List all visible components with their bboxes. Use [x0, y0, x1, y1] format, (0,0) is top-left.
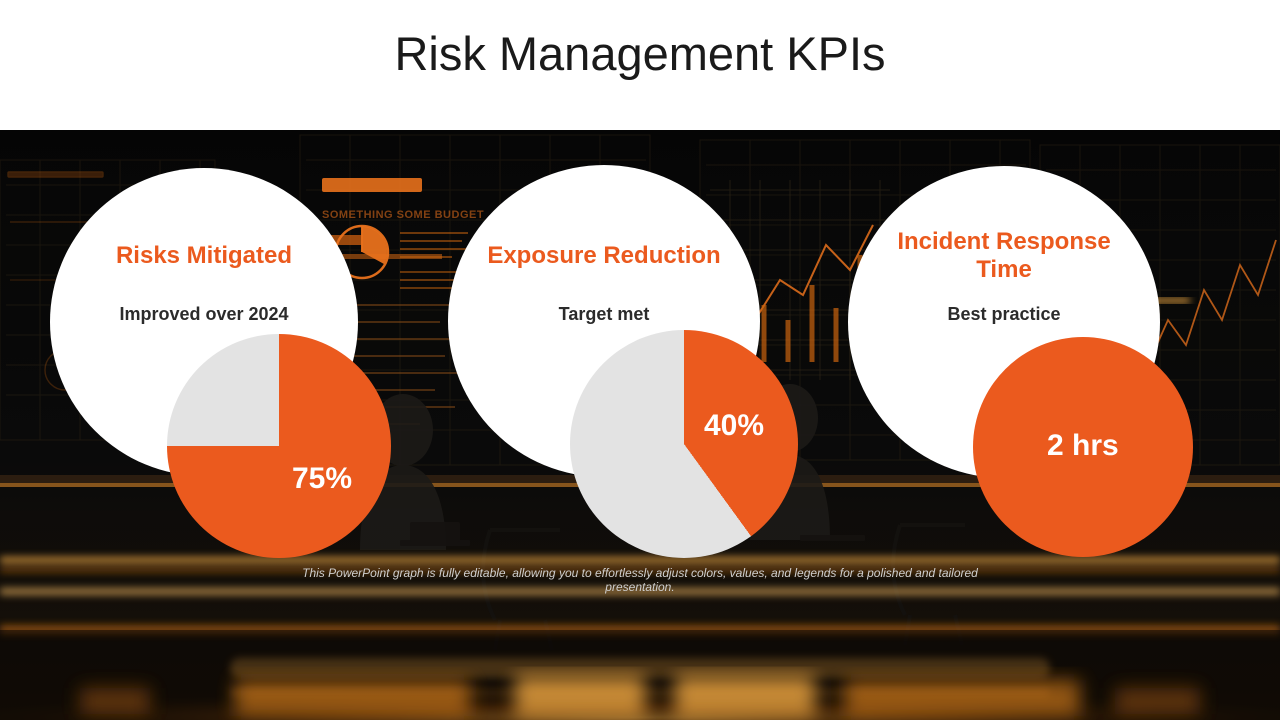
svg-text:SOMETHING SOME BUDGET: SOMETHING SOME BUDGET: [322, 209, 484, 221]
